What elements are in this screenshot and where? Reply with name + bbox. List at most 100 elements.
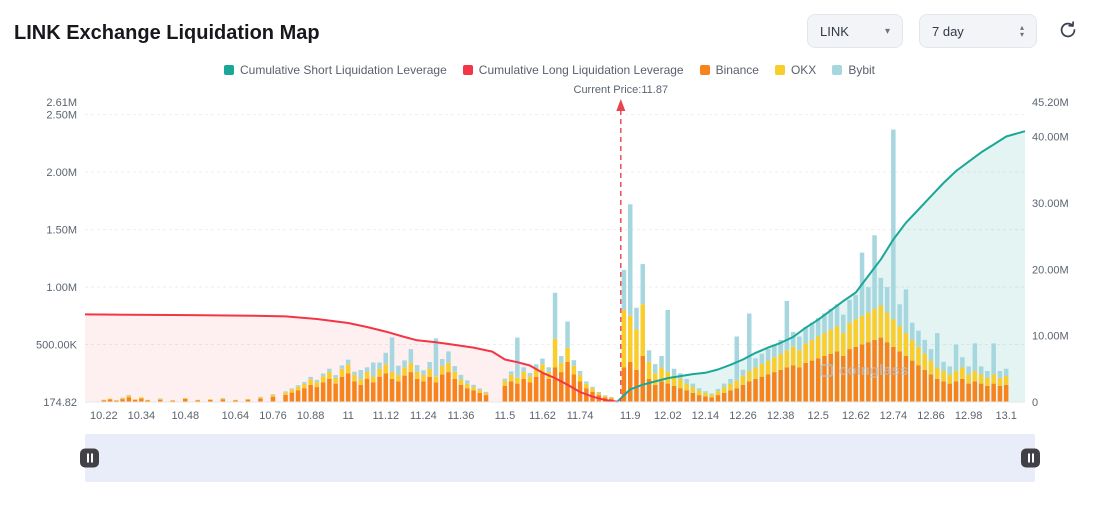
liquidation-bar-segment [383,352,388,365]
liquidation-bar-segment [753,367,758,379]
liquidation-bar-segment [703,392,708,397]
liquidation-bar-segment [396,374,401,382]
liquidation-bar-segment [408,362,414,373]
liquidation-bar-segment [747,381,752,402]
liquidation-bar-segment [571,365,577,375]
slider-handle-right[interactable] [1021,448,1040,468]
chart-area: Current Price:11.87 2.61M 2.50M 2.00M 1.50M 1… [0,80,1099,432]
liquidation-bar-segment [527,373,533,377]
liquidation-bar-segment [985,377,990,386]
liquidation-bar-segment [972,343,978,371]
liquidation-bar-segment [646,379,652,402]
liquidation-bar-segment [132,399,138,400]
liquidation-bar-segment [897,351,902,402]
x-axis-tick: 12.5 [807,410,828,422]
liquidation-bar-segment [158,398,163,399]
legend-swatch [832,65,843,75]
liquidation-bar-segment [245,399,251,402]
left-axis-tick: 2.50M [46,110,77,122]
liquidation-bar-segment [158,399,163,402]
left-axis-tick: 1.00M [46,282,77,294]
liquidation-bar-segment [170,400,175,402]
header: LINK Exchange Liquidation Map LINK ▾ 7 d… [0,0,1099,58]
liquidation-bar-segment [910,360,915,402]
liquidation-bar-segment [910,339,915,361]
liquidation-bar-segment [596,391,602,393]
liquidation-bar-segment [671,385,677,402]
liquidation-bar-segment [847,299,852,323]
liquidation-bar-segment [728,379,733,384]
liquidation-bar-segment [446,351,451,363]
liquidation-bar-segment [446,362,451,373]
liquidation-bar-segment [853,319,858,347]
refresh-button[interactable] [1053,15,1083,48]
legend-item-0[interactable]: Cumulative Short Liquidation Leverage [223,63,447,77]
liquidation-bar-segment [759,353,765,364]
liquidation-bar-segment [421,374,426,382]
liquidation-bar-segment [928,360,934,375]
legend-swatch [699,65,710,75]
liquidation-bar-segment [533,376,539,402]
liquidation-bar-segment [859,344,865,402]
liquidation-bar-segment [126,394,132,396]
liquidation-bar-segment [966,366,971,375]
liquidation-bar-segment [809,360,815,402]
liquidation-bar-segment [515,337,520,378]
liquidation-bar-segment [377,376,382,402]
liquidation-bar-segment [521,367,526,372]
liquidation-bar-segment [433,382,439,402]
liquidation-bar-segment [759,364,765,377]
liquidation-bar-segment [872,235,877,309]
liquidation-bar-segment [978,374,984,384]
liquidation-bar-segment [440,365,445,375]
liquidation-bar-segment [815,318,821,337]
liquidation-bar-segment [552,338,558,368]
short-liquidation-area [617,131,1025,402]
liquidation-bar-segment [233,399,238,401]
liquidation-bar-segment [533,368,539,377]
liquidation-bar-segment [270,394,276,395]
x-axis-tick: 10.88 [297,410,325,422]
liquidation-bar-segment [753,379,758,402]
liquidation-bar-segment [665,383,670,402]
liquidation-bar-segment [897,326,902,352]
liquidation-bar-segment [452,371,457,379]
liquidation-bar-segment [471,387,476,391]
up-down-stepper-icon: ▴ ▾ [1019,23,1024,39]
liquidation-bar-segment [471,384,476,388]
legend-item-1[interactable]: Cumulative Long Liquidation Leverage [462,63,684,77]
liquidation-bar-segment [922,353,927,370]
x-axis-tick: 11 [342,410,353,422]
liquidation-bar-segment [145,400,150,402]
liquidation-bar-segment [559,372,564,402]
header-controls: LINK ▾ 7 day ▴ ▾ [807,14,1083,48]
liquidation-bar-segment [258,396,263,398]
liquidation-bar-segment [308,376,313,380]
liquidation-bar-segment [458,374,464,380]
liquidation-bar-segment [139,398,144,402]
liquidation-bar-segment [621,269,627,310]
legend-item-4[interactable]: Bybit [832,63,875,77]
range-slider-track[interactable] [80,434,1040,482]
period-select[interactable]: 7 day ▴ ▾ [919,14,1037,48]
liquidation-bar-segment [853,295,858,320]
legend-item-3[interactable]: OKX [774,63,816,77]
liquidation-bar-segment [1003,368,1009,377]
liquidation-bar-segment [402,375,407,402]
liquidation-bar-segment [364,367,370,372]
liquidation-bar-segment [797,350,802,368]
liquidation-bar-segment [552,367,558,402]
symbol-select[interactable]: LINK ▾ [807,14,903,48]
slider-handle-left[interactable] [80,448,99,468]
liquidation-bar-segment [872,308,877,340]
legend-item-2[interactable]: Binance [699,63,759,77]
liquidation-bar-segment [565,348,570,362]
liquidation-bar-segment [753,358,758,368]
liquidation-bar-segment [916,365,921,402]
liquidation-bar-segment [602,395,608,396]
liquidation-bar-segment [327,379,332,402]
liquidation-bar-segment [866,342,871,402]
liquidation-bar-segment [941,371,946,382]
